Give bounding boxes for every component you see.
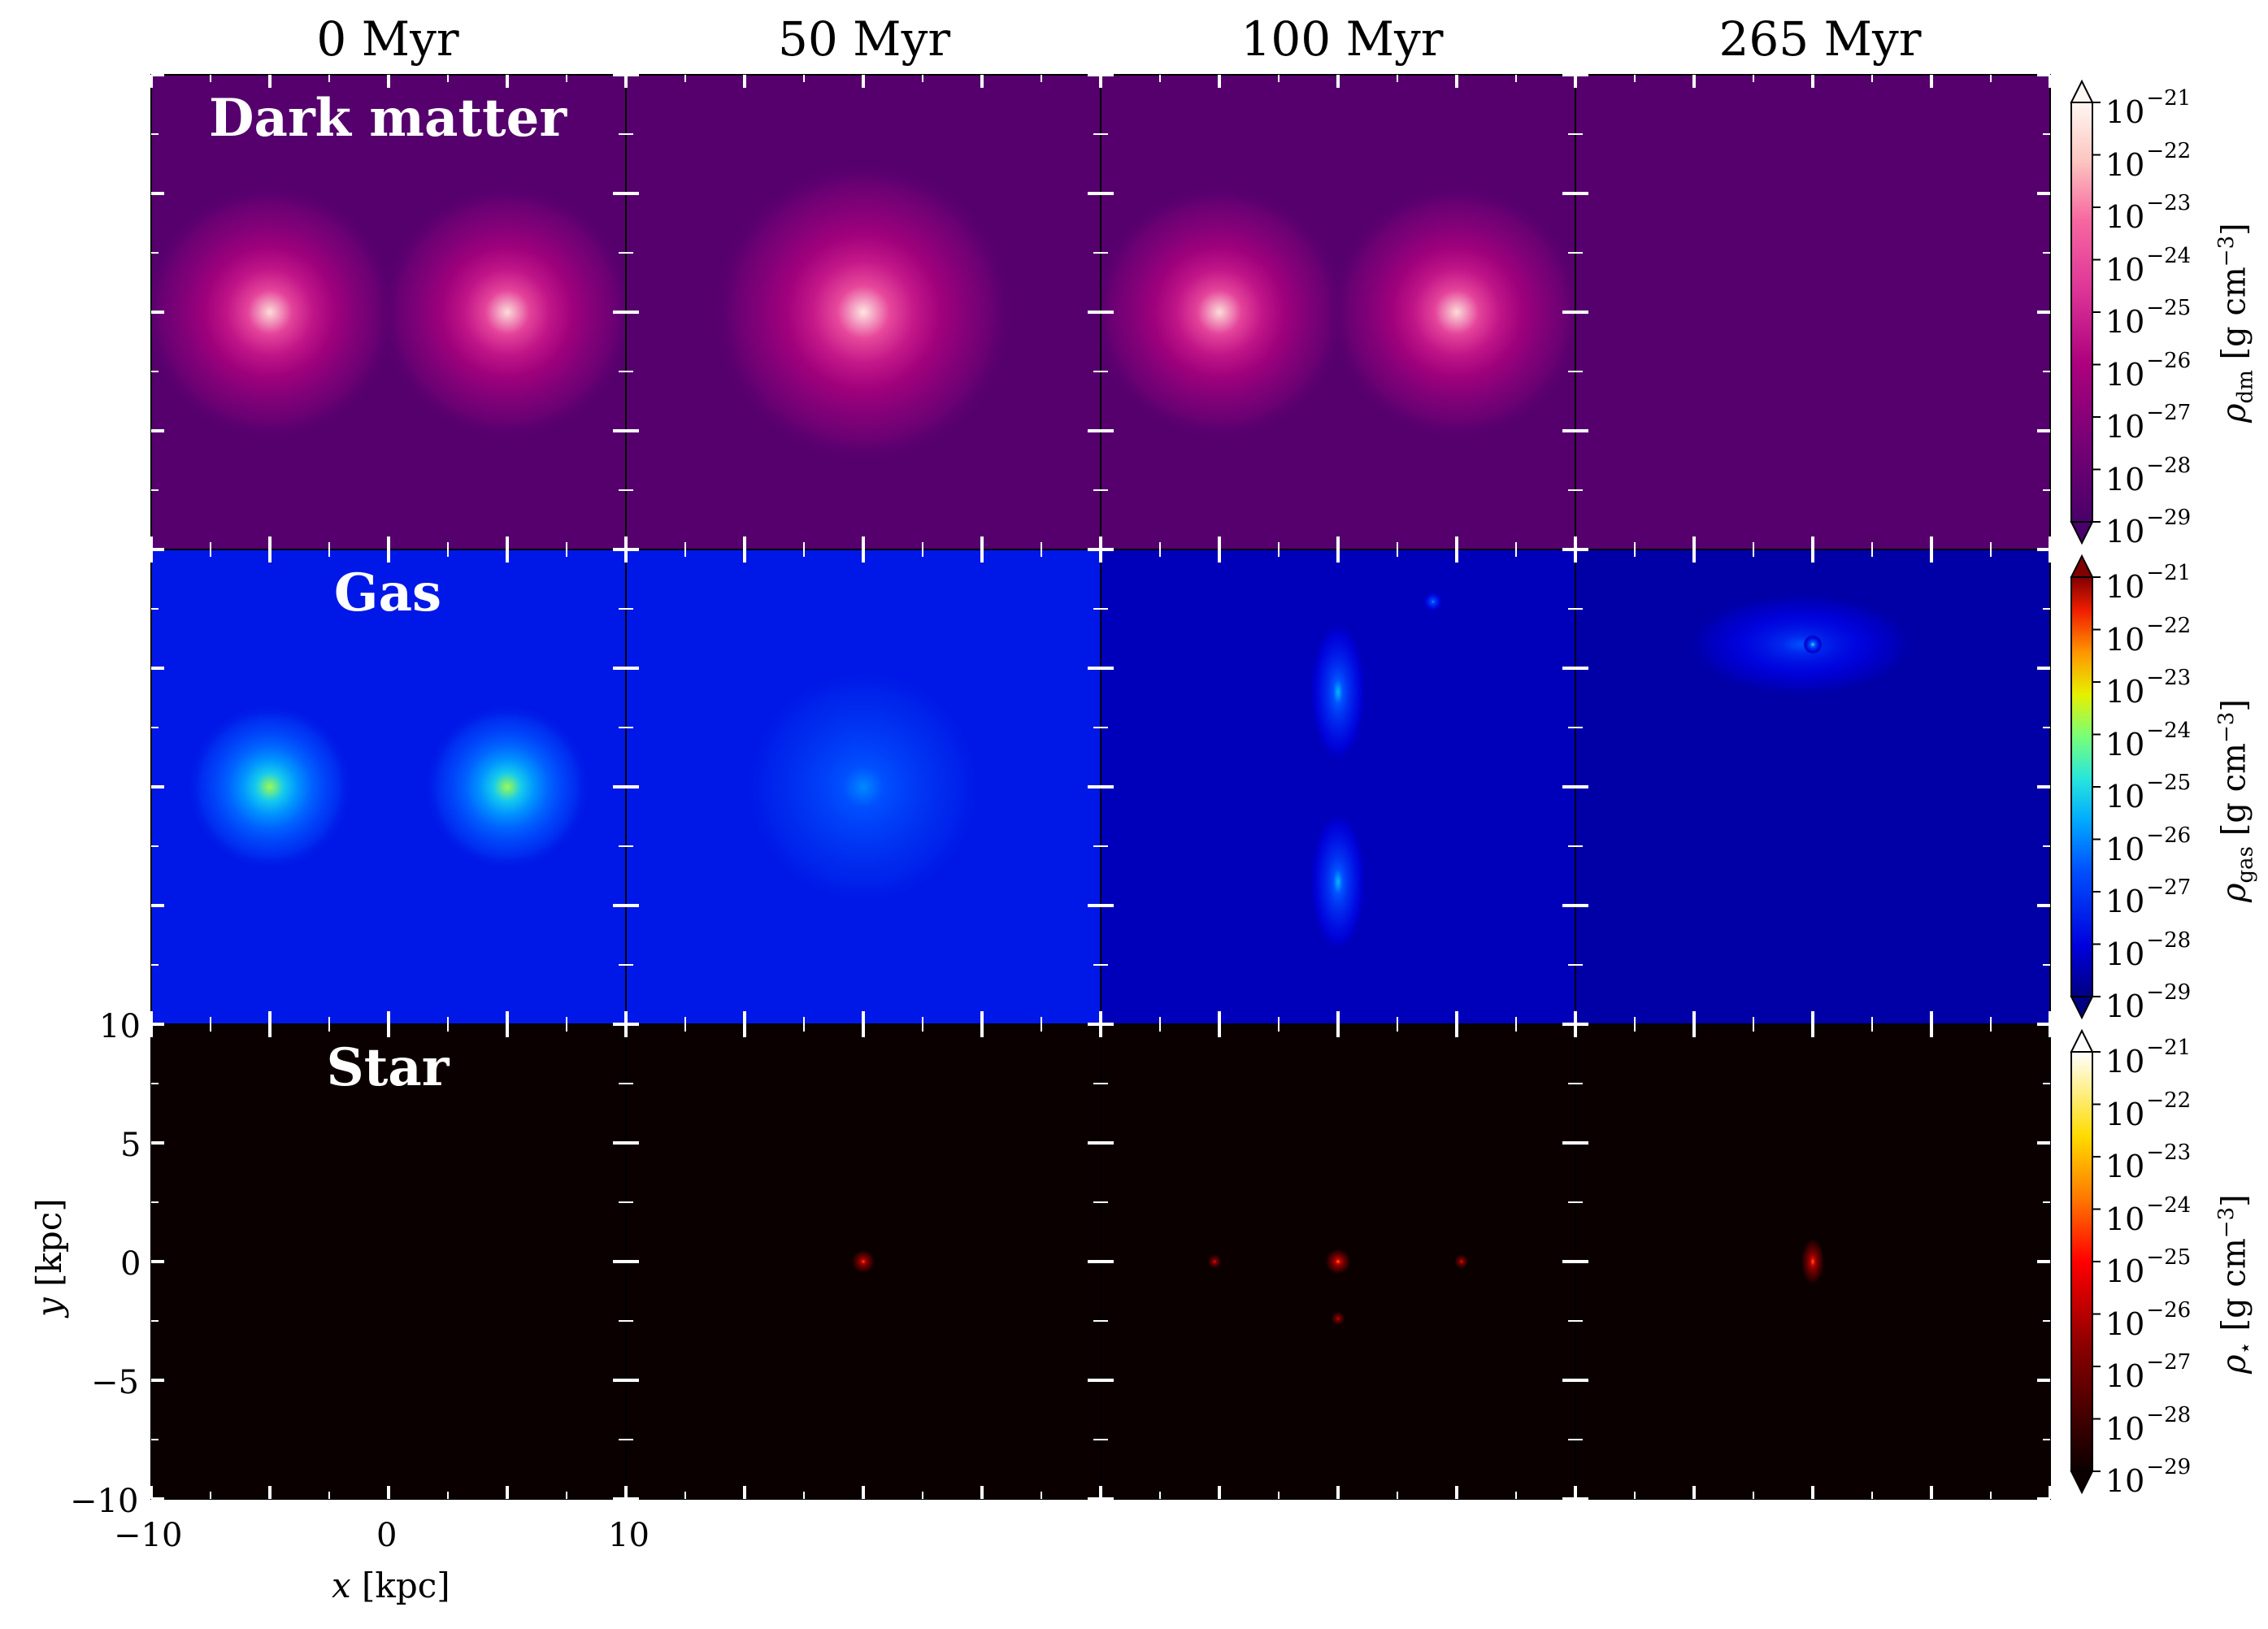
colorbar-tick-label: 10−28 (2105, 1402, 2192, 1447)
colorbar-tick-label: 10−24 (2105, 243, 2192, 288)
panel-row0-col3 (1575, 75, 2050, 550)
row-label-dark-matter: Dark matter (208, 88, 567, 149)
density-blob-r1-c0-0 (186, 703, 354, 871)
panel-row2-col0 (151, 1024, 626, 1499)
colorbar-tick-label: 10−21 (2105, 1036, 2192, 1079)
density-blob-r0-c0-0 (151, 181, 401, 443)
column-title-1: 50 Myr (777, 11, 951, 67)
colorbar-tick-label: 10−25 (2105, 1245, 2192, 1289)
colorbar-tick-label: 10−23 (2105, 191, 2192, 235)
colorbar-tick-label: 10−26 (2105, 1297, 2192, 1342)
colorbar-tick-label: 10−25 (2105, 771, 2192, 814)
density-blob-r1-c3-1 (1803, 635, 1823, 654)
colorbar-tick-label: 10−24 (2105, 1192, 2192, 1237)
colorbar-0 (2070, 102, 2093, 523)
density-blob-r2-c2-2 (1454, 1254, 1469, 1269)
density-blob-r1-c3-0 (1686, 592, 1916, 697)
density-blob-r2-c2-1 (1207, 1254, 1222, 1269)
colorbar-1 (2070, 576, 2093, 997)
panel-row2-col2 (1101, 1024, 1575, 1499)
y-tick-label-4: −10 (70, 1483, 139, 1520)
colorbar-tick-label: 10−29 (2105, 980, 2192, 1024)
colorbar-tick-label: 10−27 (2105, 875, 2192, 919)
density-blob-r2-c1-0 (851, 1249, 875, 1274)
density-blob-r1-c2-0 (1309, 620, 1367, 763)
colorbar-tick-label: 10−29 (2105, 1455, 2192, 1499)
colorbar-tick-label: 10−27 (2105, 1350, 2192, 1394)
density-blob-r1-c2-1 (1309, 810, 1367, 954)
column-title-2: 100 Myr (1240, 11, 1444, 67)
row-label-star: Star (326, 1037, 450, 1098)
panel-row1-col3 (1575, 550, 2050, 1024)
colorbar-tick-label: 10−22 (2105, 138, 2192, 183)
y-tick-label-0: 10 (99, 1008, 141, 1045)
panel-row2-col3 (1575, 1024, 2050, 1499)
panel-row1-col2 (1101, 550, 1575, 1024)
x-tick-label-0: −10 (114, 1517, 183, 1554)
colorbar-tick-label: 10−25 (2105, 296, 2192, 340)
y-tick-label-2: 0 (120, 1245, 141, 1283)
y-axis-label: y [kpc] (29, 1198, 69, 1317)
colorbar-extend-min-1 (2070, 996, 2094, 1020)
colorbar-extend-min-2 (2070, 1470, 2094, 1495)
density-blob-r1-c2-2 (1423, 592, 1443, 611)
x-axis-label: x [kpc] (332, 1566, 450, 1605)
density-blob-r0-c1-0 (709, 158, 1018, 467)
column-title-3: 265 Myr (1718, 11, 1922, 67)
colorbar-2 (2070, 1051, 2093, 1472)
colorbar-tick-label: 10−26 (2105, 823, 2192, 867)
column-title-0: 0 Myr (316, 11, 459, 67)
colorbar-tick-label: 10−27 (2105, 401, 2192, 445)
colorbar-label-gas: ρgas [g cm−3] (2214, 699, 2258, 902)
colorbar-label-dm: ρdm [g cm−3] (2214, 223, 2258, 423)
density-blob-r1-c1-1 (745, 668, 982, 906)
density-blob-r0-c2-1 (1326, 181, 1575, 443)
colorbar-tick-label: 10−26 (2105, 348, 2192, 393)
colorbar-tick-label: 10−24 (2105, 718, 2192, 762)
density-blob-r1-c0-1 (424, 703, 591, 871)
density-blob-r0-c2-0 (1101, 181, 1350, 443)
density-blob-r2-c3-0 (1801, 1237, 1825, 1286)
colorbar-tick-label: 10−22 (2105, 1088, 2192, 1132)
panel-row1-col1 (626, 550, 1101, 1024)
panel-row2-col1 (626, 1024, 1101, 1499)
row-label-gas: Gas (333, 563, 442, 623)
x-tick-label-2: 10 (608, 1517, 650, 1554)
density-blob-r2-c2-0 (1324, 1248, 1352, 1275)
colorbar-tick-label: 10−28 (2105, 927, 2192, 972)
y-tick-label-1: 5 (120, 1127, 141, 1164)
colorbar-extend-min-0 (2070, 521, 2094, 545)
x-tick-label-1: 0 (376, 1517, 398, 1554)
colorbar-tick-label: 10−21 (2105, 561, 2192, 605)
colorbar-tick-label: 10−28 (2105, 453, 2192, 497)
density-blob-r2-c2-3 (1331, 1311, 1345, 1326)
colorbar-tick-label: 10−21 (2105, 86, 2192, 130)
y-tick-label-3: −5 (91, 1364, 139, 1401)
panel-row1-col0 (151, 550, 626, 1024)
colorbar-tick-label: 10−23 (2105, 666, 2192, 710)
panel-row0-col2 (1101, 75, 1575, 550)
colorbar-extend-max-1 (2070, 554, 2094, 578)
colorbar-extend-max-0 (2070, 79, 2094, 103)
panel-row0-col0 (151, 75, 626, 550)
colorbar-tick-label: 10−29 (2105, 506, 2192, 550)
colorbar-tick-label: 10−23 (2105, 1140, 2192, 1184)
colorbar-tick-label: 10−22 (2105, 613, 2192, 658)
panel-row0-col1 (626, 75, 1101, 550)
colorbar-extend-max-2 (2070, 1028, 2094, 1053)
density-blob-r0-c0-1 (376, 181, 626, 443)
colorbar-label-star: ρ⋆ [g cm−3] (2214, 1194, 2258, 1374)
